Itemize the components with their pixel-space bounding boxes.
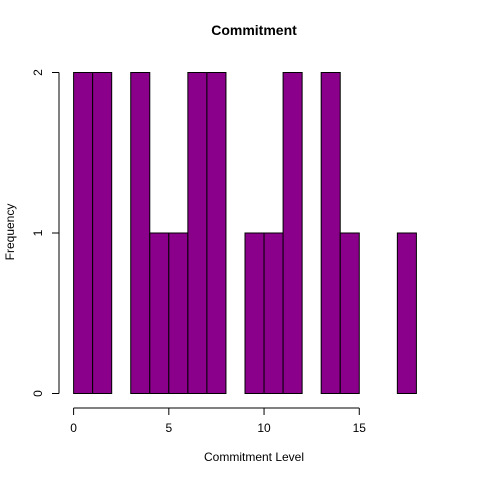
bars-group — [73, 72, 417, 394]
x-axis-label: Commitment Level — [204, 450, 304, 464]
histogram-bar — [73, 72, 94, 394]
x-tick-label: 0 — [70, 421, 77, 435]
histogram-bar — [244, 232, 265, 394]
x-axis: 0 5 10 15 — [70, 407, 367, 435]
x-tick-label: 15 — [353, 421, 367, 435]
y-tick-label: 1 — [31, 229, 45, 236]
y-axis-label: Frequency — [3, 204, 17, 261]
y-tick-label: 2 — [31, 69, 45, 76]
histogram-bar — [282, 72, 303, 394]
histogram-bar — [263, 232, 284, 394]
histogram-bar — [92, 72, 113, 394]
histogram-bar — [149, 232, 170, 394]
x-tick-label: 10 — [257, 421, 271, 435]
histogram-bar — [339, 232, 360, 394]
x-tick-label: 5 — [165, 421, 172, 435]
chart-title: Commitment — [211, 22, 297, 38]
y-axis: 0 1 2 — [31, 69, 60, 397]
histogram-bar — [320, 72, 341, 394]
histogram-bar — [187, 72, 208, 394]
histogram-bar — [168, 232, 189, 394]
y-tick-label: 0 — [31, 390, 45, 397]
histogram-bar — [206, 72, 227, 394]
histogram-bar — [130, 72, 151, 394]
histogram-bar — [396, 232, 417, 394]
